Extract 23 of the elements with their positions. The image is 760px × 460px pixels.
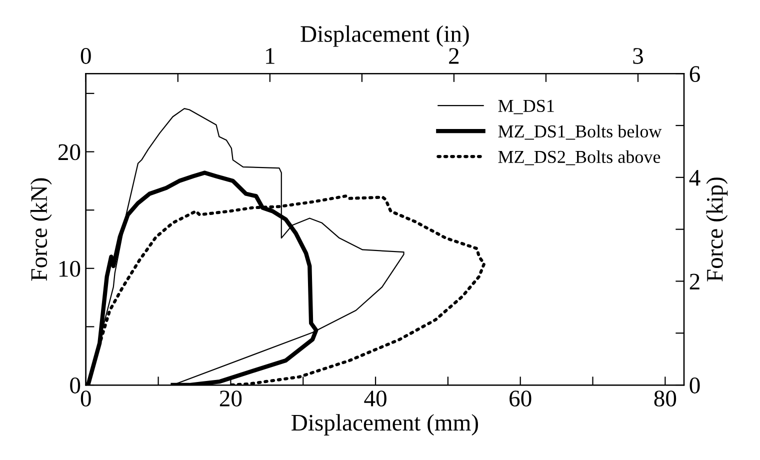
y-tick-label: 0 — [70, 378, 80, 394]
y-tick-label: 10 — [59, 260, 80, 277]
x-tick-label: 60 — [510, 390, 532, 406]
x-tick-label: 40 — [364, 390, 386, 406]
x-tick-label: 20 — [220, 390, 242, 406]
x-tick-label: 0 — [80, 390, 91, 406]
x2-tick-label: 0 — [80, 48, 91, 64]
legend-label: M_DS1 — [498, 100, 554, 114]
x-axis-title: Displacement (mm) — [292, 414, 478, 436]
y2-tick-label: 6 — [690, 66, 700, 82]
x2-tick-label: 2 — [449, 48, 459, 64]
x-tick-label: 80 — [654, 390, 676, 406]
y2-tick-label: 4 — [689, 170, 700, 186]
x2-tick-label: 3 — [633, 48, 643, 64]
legend-label: MZ_DS1_Bolts below — [498, 124, 662, 140]
y2-tick-label: 0 — [690, 378, 700, 394]
y2-axis-title: Force (kip) — [706, 178, 728, 282]
y-tick-label: 20 — [58, 144, 80, 160]
y-axis-title: Force (kN) — [30, 178, 52, 281]
y2-tick-label: 2 — [690, 274, 700, 290]
legend-label: MZ_DS2_Bolts above — [498, 150, 660, 166]
x2-tick-label: 1 — [266, 48, 274, 64]
x2-axis-title: Displacement (in) — [300, 25, 469, 47]
